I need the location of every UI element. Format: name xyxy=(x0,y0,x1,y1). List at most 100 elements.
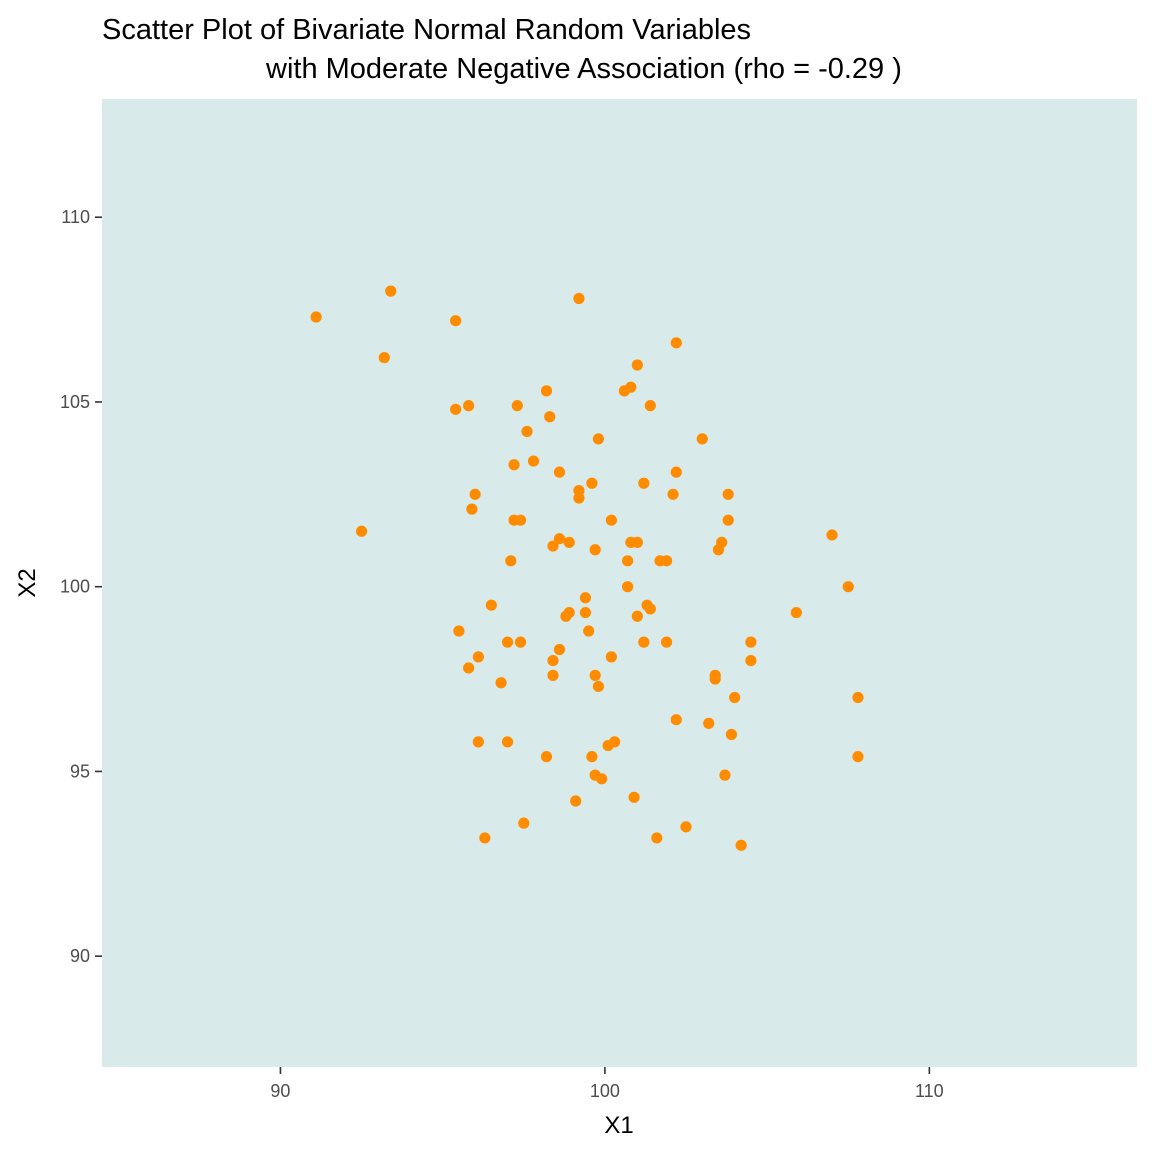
data-point xyxy=(592,680,605,693)
data-point xyxy=(453,625,465,637)
data-point xyxy=(852,751,864,763)
data-point xyxy=(729,691,741,704)
data-point xyxy=(553,466,566,478)
data-point xyxy=(631,536,643,548)
data-point xyxy=(505,555,517,567)
data-point xyxy=(450,315,462,327)
data-point xyxy=(680,821,692,833)
data-point xyxy=(622,581,634,593)
data-point xyxy=(605,514,617,526)
data-point xyxy=(547,540,559,552)
data-point xyxy=(479,832,491,844)
data-point xyxy=(586,751,598,763)
data-point xyxy=(463,662,475,674)
y-tick-label: 95 xyxy=(70,761,90,781)
data-point xyxy=(719,769,731,781)
data-point xyxy=(469,488,481,500)
data-point xyxy=(547,654,559,667)
data-point xyxy=(722,488,734,500)
data-point xyxy=(540,751,553,763)
data-point xyxy=(485,599,497,611)
data-point xyxy=(852,691,864,704)
data-point xyxy=(579,592,592,604)
data-point xyxy=(378,352,390,364)
data-point xyxy=(670,466,682,478)
data-point xyxy=(638,477,650,489)
data-point xyxy=(514,636,527,648)
data-point xyxy=(544,411,556,423)
chart-title-line-1: Scatter Plot of Bivariate Normal Random … xyxy=(102,14,751,46)
data-point xyxy=(826,529,838,541)
data-point xyxy=(518,817,530,829)
data-point xyxy=(540,385,553,397)
data-point xyxy=(660,555,673,567)
data-point xyxy=(735,839,747,851)
data-point xyxy=(631,359,643,371)
data-point xyxy=(560,610,572,622)
data-point xyxy=(589,544,601,556)
data-point xyxy=(501,636,514,648)
chart-title-line-2: with Moderate Negative Association (rho … xyxy=(265,53,902,85)
data-point xyxy=(570,795,582,807)
data-point xyxy=(667,488,679,500)
data-point xyxy=(609,736,621,748)
data-point xyxy=(696,433,708,445)
data-point xyxy=(385,285,397,297)
data-point xyxy=(644,400,656,412)
chart-title: Scatter Plot of Bivariate Normal Random … xyxy=(102,14,902,85)
x-tick-label: 100 xyxy=(590,1081,620,1101)
data-point xyxy=(579,606,592,619)
data-point xyxy=(573,292,585,305)
data-point xyxy=(722,514,734,526)
data-point xyxy=(745,654,757,667)
y-tick-label: 105 xyxy=(60,392,90,412)
data-point xyxy=(586,477,598,489)
x-axis-title: X1 xyxy=(604,1112,633,1139)
data-point xyxy=(712,544,725,556)
data-point xyxy=(842,581,854,593)
data-point xyxy=(660,636,673,648)
data-point xyxy=(622,555,634,567)
data-point xyxy=(670,337,682,349)
data-point xyxy=(644,603,656,615)
data-point xyxy=(527,455,540,467)
data-point xyxy=(514,514,527,526)
y-tick-label: 110 xyxy=(61,207,90,227)
y-tick-label: 90 xyxy=(70,946,90,966)
data-point xyxy=(501,736,514,748)
y-axis-title: X2 xyxy=(14,568,41,597)
data-point xyxy=(310,311,322,323)
data-point xyxy=(553,643,566,656)
data-points xyxy=(310,285,864,851)
data-point xyxy=(583,625,595,637)
data-point xyxy=(563,536,575,548)
data-point xyxy=(450,403,462,415)
data-point xyxy=(631,610,643,622)
data-point xyxy=(605,651,617,663)
data-point xyxy=(508,459,520,471)
data-point xyxy=(709,673,721,685)
data-point xyxy=(463,400,475,412)
data-point xyxy=(495,677,507,689)
plot-panel xyxy=(102,99,1137,1067)
data-point xyxy=(703,717,715,729)
data-point xyxy=(472,736,484,748)
data-point xyxy=(355,525,368,537)
data-point xyxy=(521,425,533,438)
x-tick-label: 110 xyxy=(915,1081,944,1101)
data-point xyxy=(472,651,484,663)
data-point xyxy=(628,791,640,803)
data-point xyxy=(745,636,757,648)
data-point xyxy=(596,773,608,785)
data-point xyxy=(592,433,605,445)
data-point xyxy=(553,533,566,545)
y-tick-label: 100 xyxy=(60,577,90,597)
data-point xyxy=(511,400,523,412)
data-point xyxy=(547,669,559,681)
data-point xyxy=(670,714,682,726)
data-point xyxy=(573,492,585,504)
data-point xyxy=(790,606,802,619)
data-point xyxy=(725,728,738,741)
x-axis: 90 100 110 xyxy=(270,1067,944,1101)
